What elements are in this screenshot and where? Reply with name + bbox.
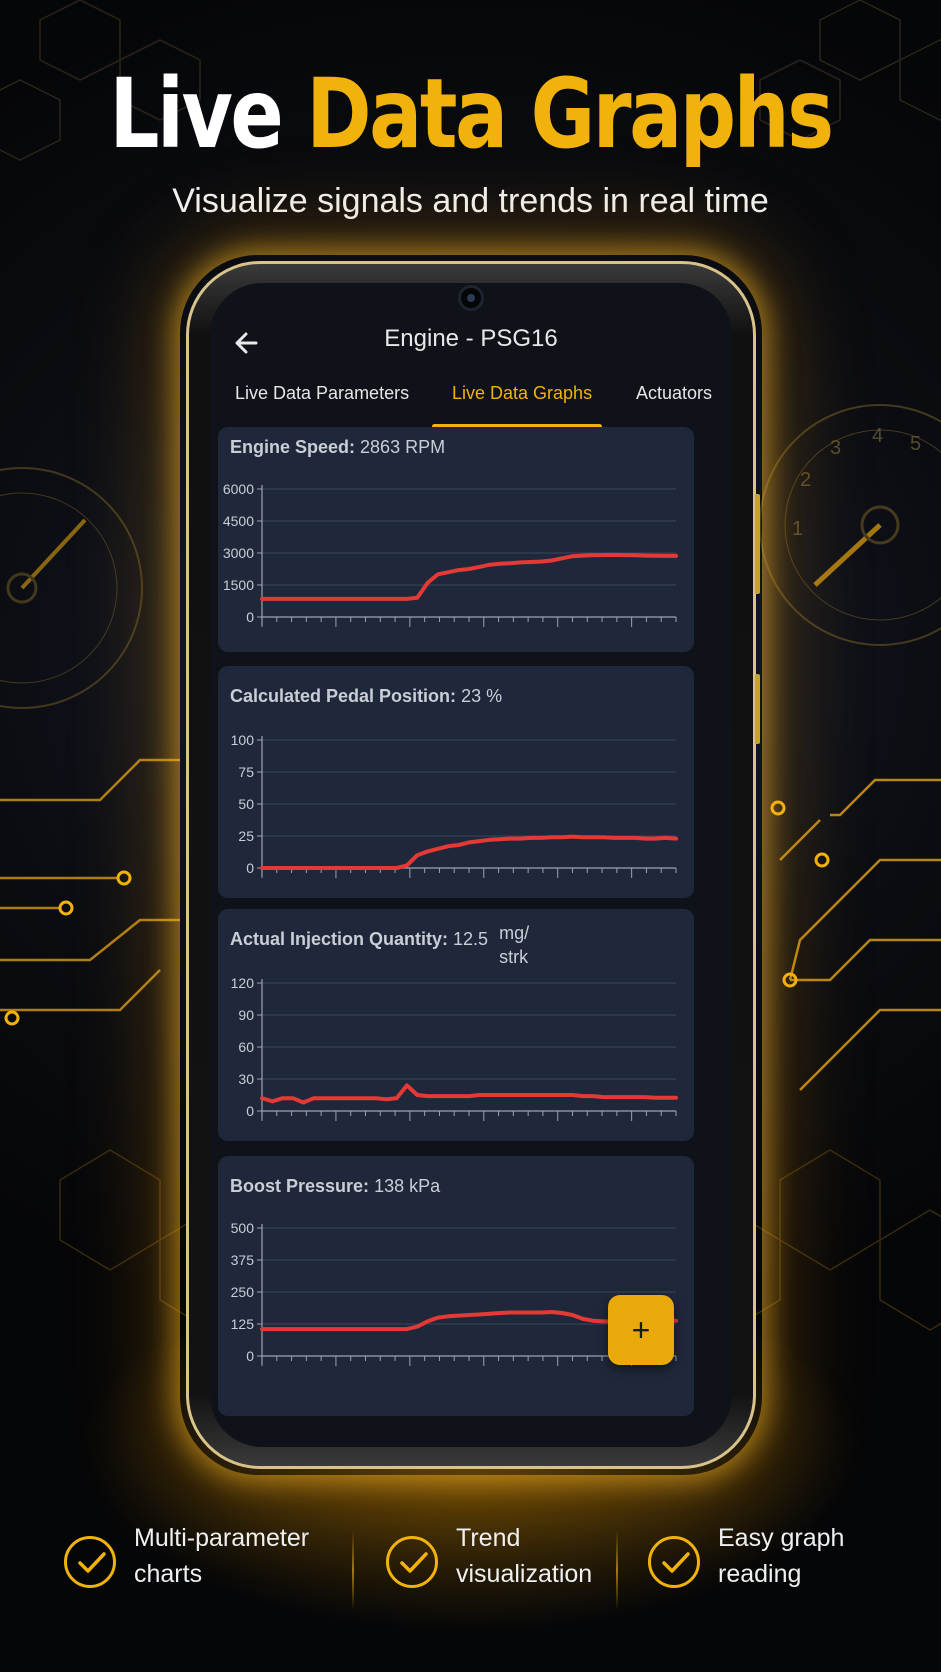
graph-value: 12.5 [453,929,489,949]
graph-card-header: Engine Speed: 2863 RPM [230,437,445,458]
y-tick-label: 500 [231,1220,255,1236]
svg-text:1: 1 [792,518,803,540]
power-button [755,674,760,744]
graph-card-injection-quantity: Actual Injection Quantity: 12.5 mg/ strk… [218,909,694,1141]
app-bar: Engine - PSG16 [210,283,732,403]
feature-item: Easy graph reading [648,1520,918,1620]
check-circle-icon [386,1536,438,1588]
front-camera [458,285,484,311]
hero-title: Live Data Graphs [85,58,857,170]
tab-live-data-graphs[interactable]: Live Data Graphs [452,383,593,403]
close-graph-button[interactable] [646,431,676,461]
feature-divider [352,1530,354,1610]
close-icon [646,431,732,461]
close-graph-button[interactable] [646,925,676,955]
y-tick-label: 75 [238,764,254,780]
series-line [260,834,678,870]
tab-actuators[interactable]: Actuators [636,383,713,403]
y-tick-label: 0 [246,860,254,876]
feature-list: Multi-parameter charts Trend visualizati… [0,1520,941,1640]
graph-card-header: Calculated Pedal Position: 23 % [230,686,502,707]
check-circle-icon [648,1536,700,1588]
volume-button [755,494,760,594]
y-tick-label: 30 [238,1071,254,1087]
feature-divider [616,1530,618,1610]
svg-text:2: 2 [800,469,811,491]
active-tab-indicator [432,424,602,429]
y-tick-label: 3000 [223,545,254,561]
graph-card-pedal-position: Calculated Pedal Position: 23 % 100 75 50 2… [218,666,694,898]
series-line [260,1083,678,1105]
hero-title-white: Live [109,58,283,170]
graph-unit: % [486,686,503,706]
graph-title: Engine Speed: [230,437,356,457]
engine-speed-chart: 6000 4500 3000 1500 0 [223,481,678,627]
series-line [260,552,678,601]
y-tick-label: 4500 [223,513,254,529]
graph-value: 23 [461,686,482,706]
add-graph-button[interactable]: + [608,1295,674,1365]
graph-card-header: Boost Pressure: 138 kPa [230,1176,440,1197]
feature-label: Easy graph reading [718,1524,845,1588]
graph-unit: kPa [409,1176,441,1196]
y-tick-label: 100 [231,732,255,748]
close-icon [646,682,732,712]
back-button[interactable] [228,323,268,363]
graph-unit: RPM [405,437,446,457]
graph-title: Actual Injection Quantity: [230,929,449,949]
y-tick-label: 50 [238,796,254,812]
svg-text:3: 3 [830,437,841,459]
check-circle-icon [64,1536,116,1588]
close-graph-button[interactable] [646,1172,676,1202]
y-tick-label: 0 [246,1103,254,1119]
tab-bar: Live Data Parameters Live Data Graphs Ac… [210,381,732,429]
screen-title: Engine - PSG16 [384,325,558,352]
pedal-position-chart: 100 75 50 25 0 [231,732,678,878]
phone-screen: Engine - PSG16 Live Data Parameters Live… [210,283,732,1447]
graph-title: Boost Pressure: [230,1176,370,1196]
y-tick-label: 375 [231,1252,255,1268]
feature-item: Multi-parameter charts [64,1520,344,1620]
y-tick-label: 6000 [223,481,254,497]
feature-label: Multi-parameter charts [134,1524,310,1588]
graph-card-boost-pressure: Boost Pressure: 138 kPa 500 375 250 125 0 [218,1156,694,1416]
y-tick-label: 1500 [223,577,254,593]
close-icon [646,1172,732,1202]
graph-value: 138 [374,1176,405,1196]
injection-quantity-chart: 120 90 60 30 0 [231,975,678,1121]
svg-text:5: 5 [910,433,921,455]
y-tick-label: 25 [238,828,254,844]
graph-card-engine-speed: Engine Speed: 2863 RPM 6000 4500 3000 1500 0 [218,427,694,652]
arrow-left-icon [235,332,258,354]
svg-text:4: 4 [872,425,883,447]
y-tick-label: 120 [231,975,255,991]
graph-card-header: Actual Injection Quantity: 12.5 mg/ strk [230,923,543,969]
y-tick-label: 0 [246,609,254,625]
plus-icon: + [631,1312,651,1348]
y-tick-label: 250 [231,1284,255,1300]
feature-label: Trend visualization [456,1524,593,1588]
close-icon [646,925,732,955]
boost-pressure-chart: 500 375 250 125 0 [231,1220,678,1366]
graph-value: 2863 [360,437,401,457]
graph-unit: mg/ strk [499,923,530,967]
close-graph-button[interactable] [646,682,676,712]
y-tick-label: 125 [231,1316,255,1332]
tab-live-data-parameters[interactable]: Live Data Parameters [235,383,410,403]
graph-title: Calculated Pedal Position: [230,686,457,706]
feature-item: Trend visualization [386,1520,626,1620]
y-tick-label: 90 [238,1007,254,1023]
hero-subtitle: Visualize signals and trends in real tim… [172,182,769,220]
series-line [260,1310,678,1332]
hero-title-yellow: Data Graphs [306,58,834,170]
y-tick-label: 60 [238,1039,254,1055]
y-tick-label: 0 [246,1348,254,1364]
